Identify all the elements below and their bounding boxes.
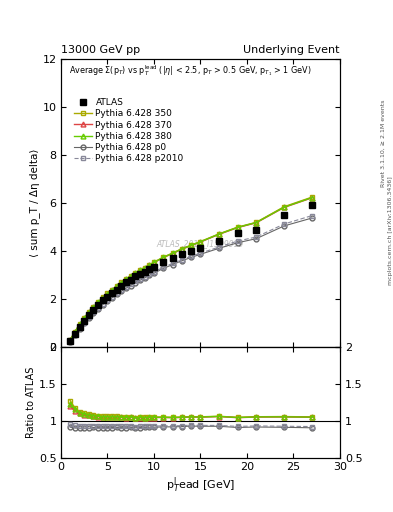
Text: Average $\Sigma$(p$_T$) vs p$_T^{\rm lead}$ ($|\eta|$ < 2.5, p$_T$ > 0.5 GeV, p$: Average $\Sigma$(p$_T$) vs p$_T^{\rm lea… [69,63,312,78]
Text: Rivet 3.1.10, ≥ 2.1M events: Rivet 3.1.10, ≥ 2.1M events [381,100,386,187]
Text: Underlying Event: Underlying Event [243,45,340,55]
Text: mcplots.cern.ch [arXiv:1306.3436]: mcplots.cern.ch [arXiv:1306.3436] [388,176,393,285]
Y-axis label: ⟨ sum p_T / Δη delta⟩: ⟨ sum p_T / Δη delta⟩ [29,149,40,258]
Legend: ATLAS, Pythia 6.428 350, Pythia 6.428 370, Pythia 6.428 380, Pythia 6.428 p0, Py: ATLAS, Pythia 6.428 350, Pythia 6.428 37… [74,98,184,163]
Y-axis label: Ratio to ATLAS: Ratio to ATLAS [26,367,36,438]
Text: 13000 GeV pp: 13000 GeV pp [61,45,140,55]
Text: ATLAS_2017_I1509919: ATLAS_2017_I1509919 [157,239,244,248]
X-axis label: p$_T^{\rm l}$ead [GeV]: p$_T^{\rm l}$ead [GeV] [166,475,235,495]
